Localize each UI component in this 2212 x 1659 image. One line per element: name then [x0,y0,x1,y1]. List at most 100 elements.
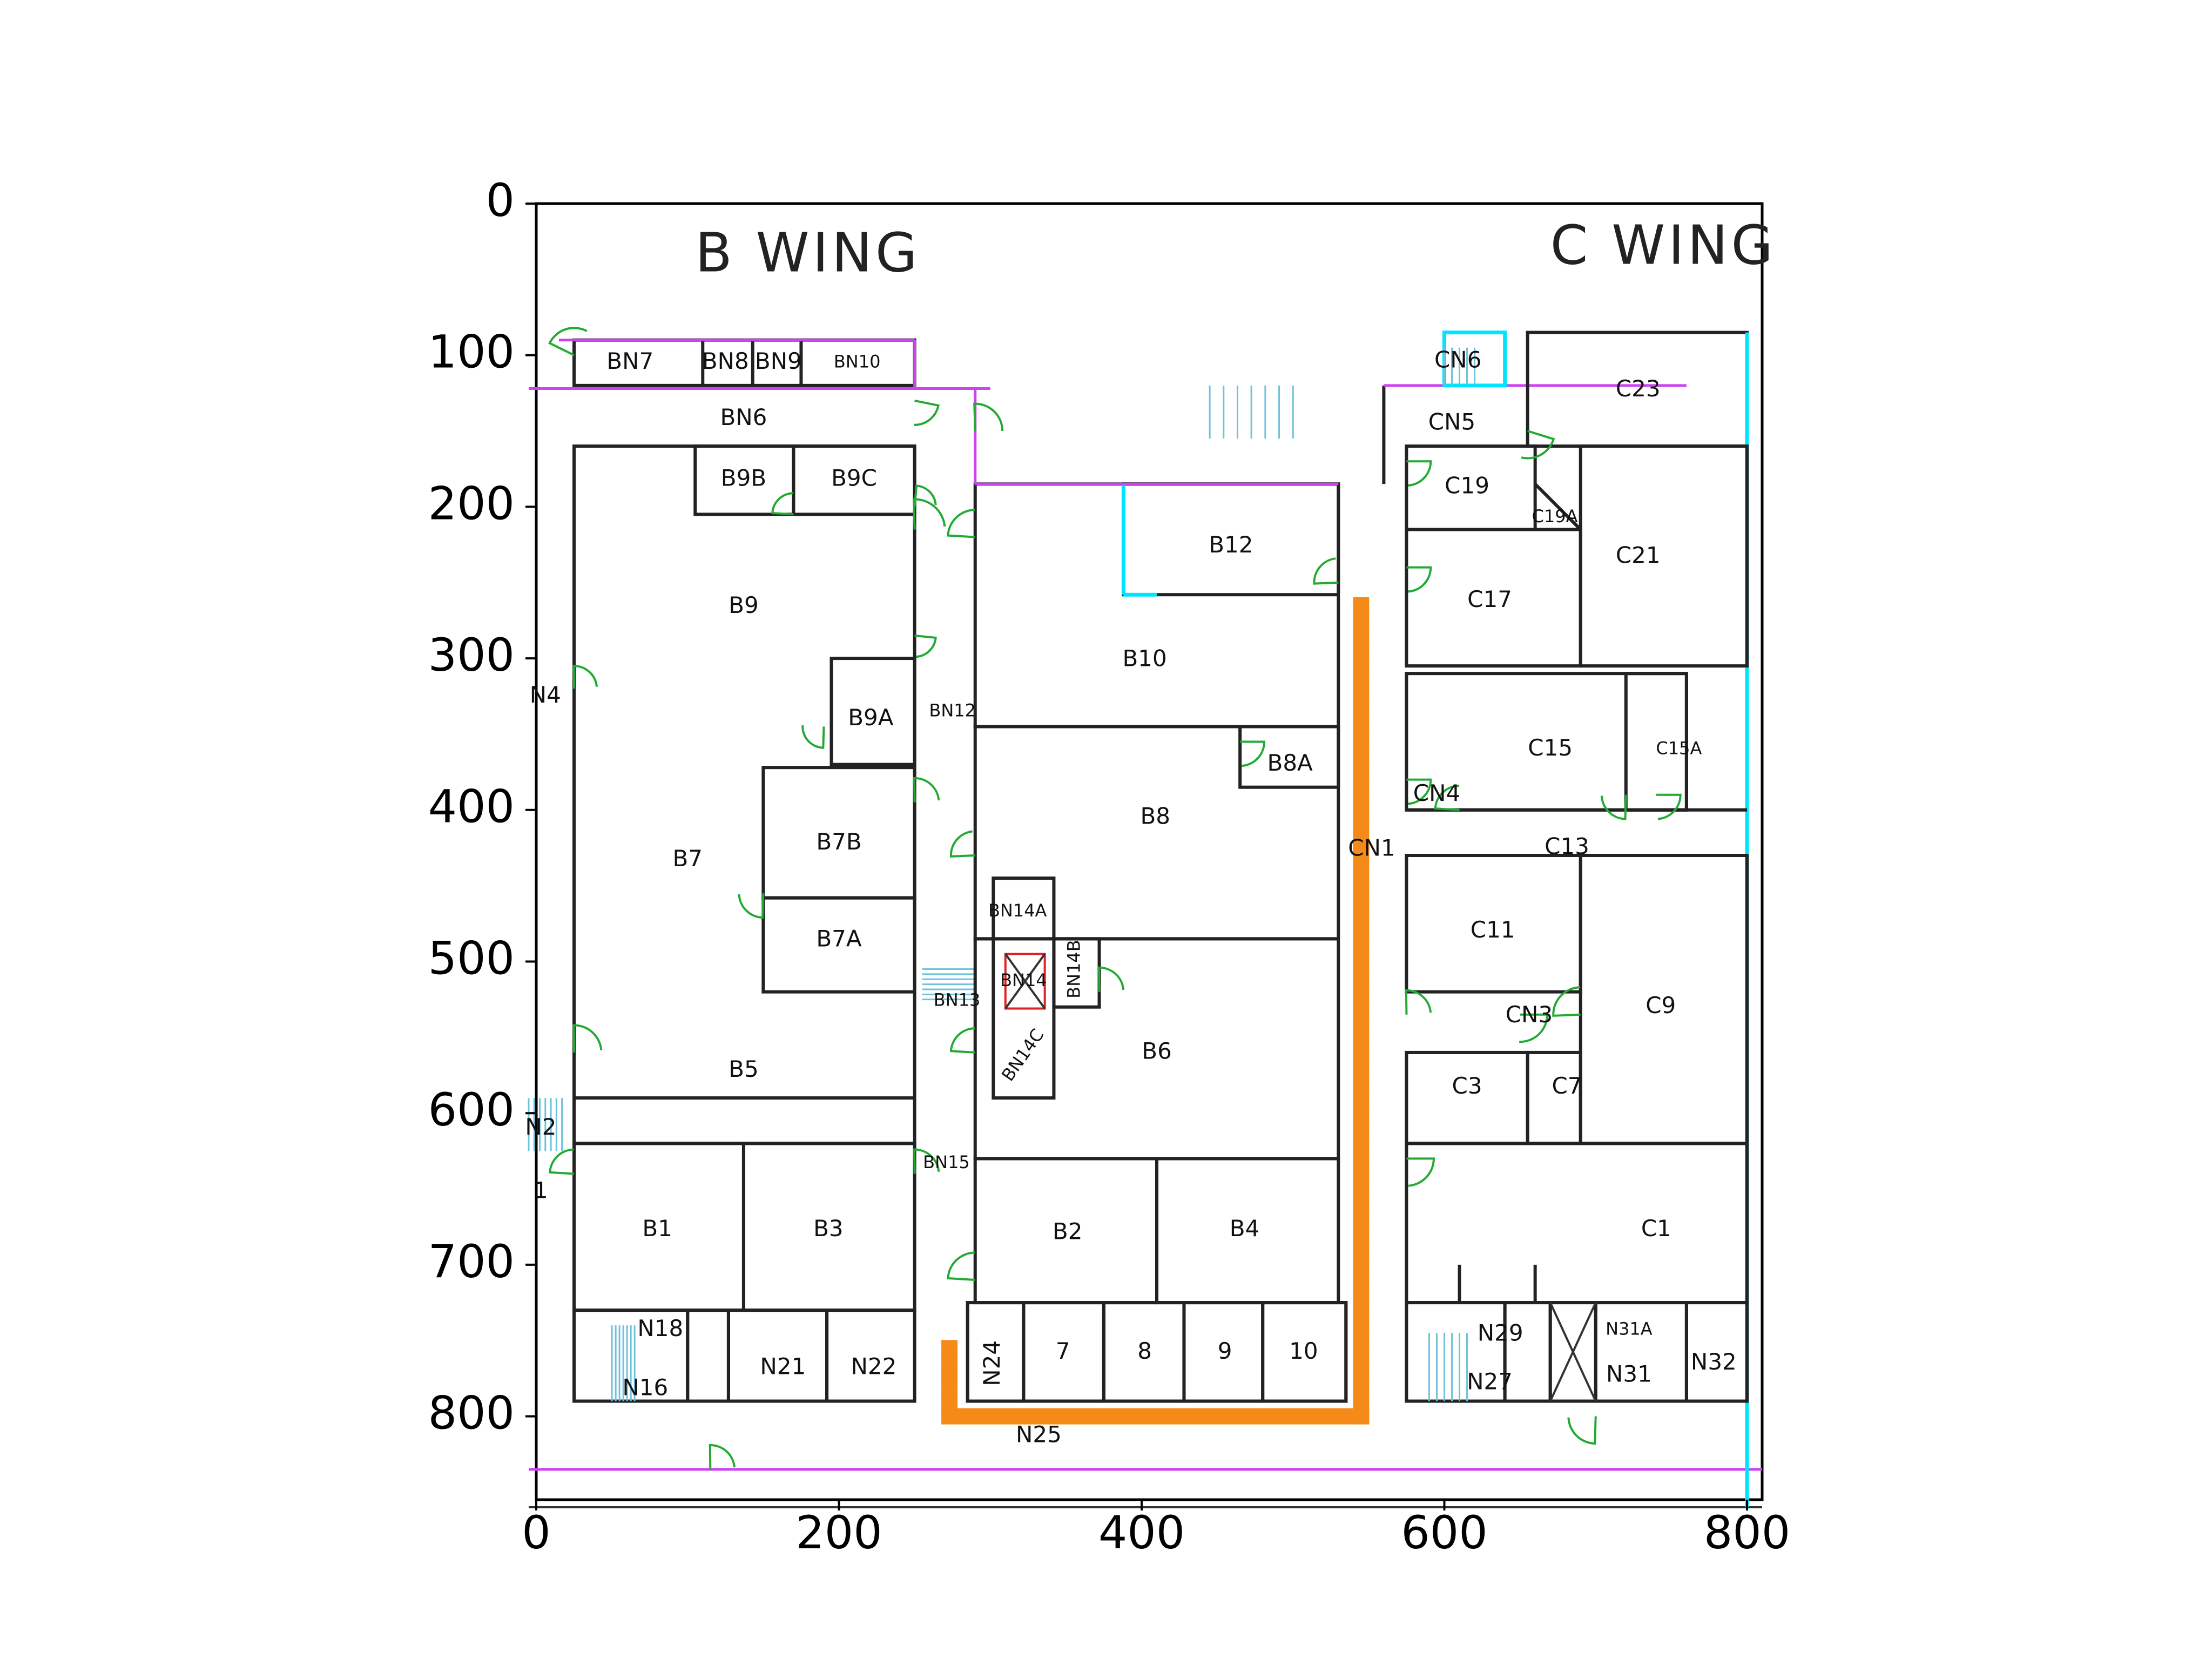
y-tick-label: 200 [428,477,515,530]
route-marker [1353,837,1370,854]
door-swing [801,725,825,749]
route-marker [1353,672,1370,689]
room-label: BN8 [702,348,749,374]
y-tick-label: 0 [486,174,515,227]
room-label: BN10 [834,352,881,372]
room-label: N22 [851,1353,897,1379]
room-label: C9 [1645,992,1676,1019]
route-marker [1139,1408,1156,1425]
route-marker [1353,1048,1370,1064]
room-label: CN5 [1428,409,1475,435]
route-marker [941,1367,958,1384]
route-marker [1353,1002,1370,1019]
route-marker [1353,1348,1370,1365]
room-label: BN14 [1000,970,1047,990]
route-marker [1353,702,1370,719]
door-swing [1434,784,1460,811]
door-swing [771,492,794,516]
room-label: C19 [1445,472,1489,498]
route-marker [1353,1033,1370,1049]
route-marker [941,1394,958,1411]
x-tick-label: 600 [1401,1506,1487,1559]
x-tick-label: 0 [522,1506,550,1559]
route-marker [1353,1228,1370,1244]
route-marker [1353,1408,1370,1425]
route-marker [1353,762,1370,779]
wall-segment [1534,483,1582,531]
door-swing [1240,740,1266,767]
door-swing [949,1027,975,1054]
room-label: C15 [1528,734,1573,761]
route-marker [1063,1408,1080,1425]
door-swing [1567,1416,1597,1445]
route-marker [941,1340,958,1357]
room-wall [825,1309,916,1403]
room-label: BN6 [720,404,767,430]
room-label: BN13 [934,989,981,1010]
route-marker [1353,1092,1370,1109]
route-marker [1078,1408,1095,1425]
route-marker [1353,1363,1370,1380]
route-marker [1353,1288,1370,1305]
route-marker [1353,912,1370,929]
route-marker [1033,1408,1049,1425]
room-label: C7 [1552,1073,1582,1099]
route-marker [1353,732,1370,748]
route-marker [941,1381,958,1398]
route-marker [1353,1123,1370,1139]
room-label: BN14B [1064,940,1084,999]
room-label: C19A [1532,506,1578,527]
route-marker [1124,1408,1141,1425]
room-label: B1 [642,1215,672,1242]
room-label: C3 [1452,1073,1482,1099]
room-label: N18 [637,1315,683,1341]
x-tick-label: 800 [1704,1506,1790,1559]
route-marker [1353,1213,1370,1230]
route-marker [1353,1303,1370,1319]
route-marker [1231,1408,1247,1425]
route-marker [1353,1198,1370,1215]
y-axis: 0 100 200 300 400 500 600 700 800 [428,174,536,1440]
route-marker [1353,852,1370,869]
room-wall [792,444,916,516]
route-marker [1307,1408,1324,1425]
route-marker [1246,1408,1263,1425]
c-wing-label: C WING [1550,214,1776,277]
room-label: B6 [1142,1037,1172,1064]
door-swing [914,635,937,658]
route-marker [1353,972,1370,989]
y-tick-label: 600 [428,1083,515,1136]
route-marker [1353,1258,1370,1274]
room-wall [1684,1301,1749,1403]
room-label: N25 [1016,1421,1062,1448]
room-label: N4 [530,682,561,708]
room-label: BN12 [929,700,976,720]
route-marker [1353,927,1370,944]
door-swing [1406,1157,1435,1187]
door-swing [1097,966,1125,992]
route-marker [1261,1408,1278,1425]
route-marker [1353,627,1370,644]
room-label: BN9 [755,348,802,374]
room-label: B5 [729,1056,759,1082]
door-swing [1521,430,1555,460]
route-marker [1353,1137,1370,1154]
route-marker [1277,1408,1293,1425]
room-label: B7 [672,845,703,872]
route-marker [1322,1408,1339,1425]
door-swing [913,1148,940,1174]
route-marker [1048,1408,1064,1425]
route-marker [1353,612,1370,629]
door-swing [549,1148,575,1175]
route-marker [1353,1378,1370,1394]
door-swing [1406,460,1432,487]
route-marker [1353,642,1370,659]
door-swing [1601,794,1627,820]
room-label: C11 [1471,916,1515,943]
y-tick-label: 700 [428,1235,515,1288]
room-label: C13 [1545,833,1589,859]
route-marker [1353,717,1370,734]
route-marker [1353,957,1370,974]
room-label: C23 [1616,375,1661,402]
route-marker [1353,807,1370,824]
